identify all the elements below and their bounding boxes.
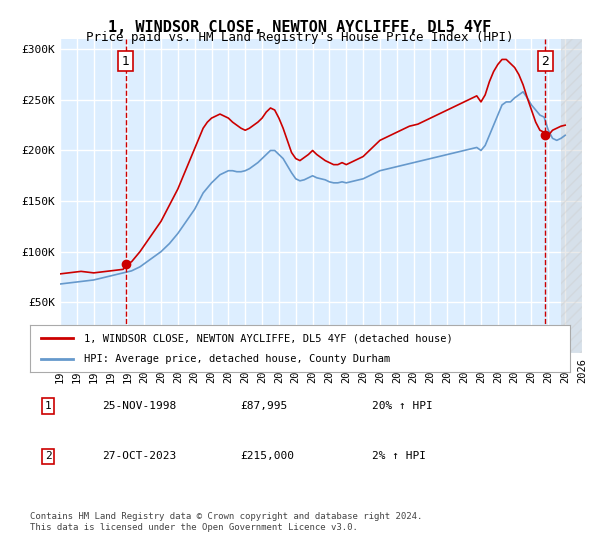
Text: 1, WINDSOR CLOSE, NEWTON AYCLIFFE, DL5 4YF: 1, WINDSOR CLOSE, NEWTON AYCLIFFE, DL5 4… <box>109 20 491 35</box>
Text: £215,000: £215,000 <box>240 451 294 461</box>
Text: 1: 1 <box>44 401 52 411</box>
Text: 25-NOV-1998: 25-NOV-1998 <box>102 401 176 411</box>
Text: £87,995: £87,995 <box>240 401 287 411</box>
Text: 2: 2 <box>542 55 550 68</box>
Text: 1: 1 <box>122 55 130 68</box>
Text: HPI: Average price, detached house, County Durham: HPI: Average price, detached house, Coun… <box>84 354 390 364</box>
Text: Contains HM Land Registry data © Crown copyright and database right 2024.
This d: Contains HM Land Registry data © Crown c… <box>30 512 422 532</box>
Text: 2% ↑ HPI: 2% ↑ HPI <box>372 451 426 461</box>
Text: 27-OCT-2023: 27-OCT-2023 <box>102 451 176 461</box>
Bar <box>561 39 582 353</box>
Text: Price paid vs. HM Land Registry's House Price Index (HPI): Price paid vs. HM Land Registry's House … <box>86 31 514 44</box>
Text: 20% ↑ HPI: 20% ↑ HPI <box>372 401 433 411</box>
Text: 2: 2 <box>44 451 52 461</box>
Text: 1, WINDSOR CLOSE, NEWTON AYCLIFFE, DL5 4YF (detached house): 1, WINDSOR CLOSE, NEWTON AYCLIFFE, DL5 4… <box>84 333 453 343</box>
